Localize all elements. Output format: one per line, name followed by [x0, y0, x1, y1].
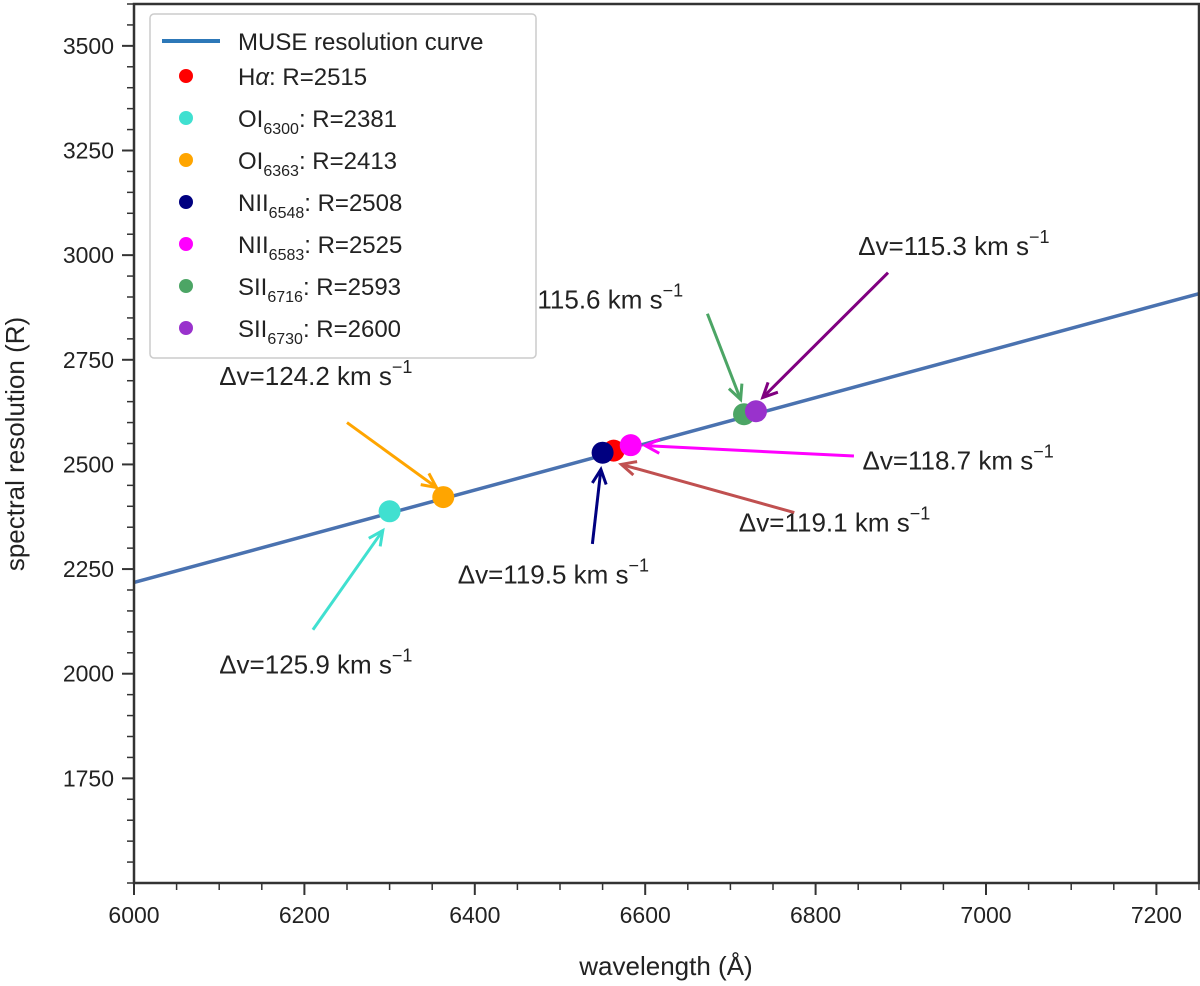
annotation-arrow-0 — [346, 421, 438, 489]
major-ticks — [122, 44, 1158, 895]
annotation-arrowhead-2 — [591, 466, 608, 486]
annotation-label-3: Δv=119.1 km s−1 — [739, 503, 930, 537]
x-tick-label: 7200 — [1131, 902, 1182, 928]
data-point-nii6548 — [591, 441, 614, 464]
annotation-arrow-2 — [590, 469, 603, 545]
legend-marker — [179, 195, 193, 209]
y-tick-label: 2250 — [63, 556, 114, 582]
annotation-arrowhead-6 — [760, 381, 779, 400]
annotation-arrow-3 — [620, 462, 795, 515]
annotation-arrowhead-1 — [368, 527, 385, 547]
x-tick-label: 7000 — [960, 902, 1011, 928]
legend-entry-label: SII6730: R=2600 — [238, 316, 401, 348]
data-point-sii6730 — [744, 400, 767, 423]
annotation-arrows — [311, 271, 890, 631]
y-axis-label: spectral resolution (R) — [0, 317, 30, 571]
legend-marker — [179, 111, 193, 125]
legend-box — [149, 13, 537, 359]
annotation-label-2: Δv=119.5 km s−1 — [458, 556, 649, 590]
data-point-oi6363 — [432, 486, 455, 509]
legend-marker — [179, 321, 193, 335]
legend-marker — [179, 153, 193, 167]
y-tick-labels: 1750 2000 2250 2500 2750 3000 3250 3500 — [63, 33, 114, 791]
x-tick-label: 6400 — [449, 902, 500, 928]
annotation-arrowhead-4 — [641, 437, 661, 455]
annotation-arrow-1 — [311, 529, 385, 631]
data-points — [378, 400, 767, 523]
x-tick-label: 6000 — [108, 902, 159, 928]
data-point-oi6300 — [378, 500, 401, 523]
y-tick-label: 2000 — [63, 661, 114, 687]
annotation-arrow-6 — [761, 271, 890, 399]
legend-entry-label: NII6548: R=2508 — [238, 190, 402, 222]
annotation-arrow-4 — [645, 444, 855, 458]
x-tick-label: 6800 — [790, 902, 841, 928]
y-tick-label: 3250 — [63, 138, 114, 164]
legend-marker — [179, 69, 193, 83]
annotation-arrowhead-5 — [727, 383, 744, 403]
annotation-label-0: Δv=124.2 km s−1 — [219, 357, 412, 391]
legend-entry-label: NII6583: R=2525 — [238, 232, 402, 264]
x-tick-label: 6200 — [279, 902, 330, 928]
annotation-arrowhead-3 — [618, 460, 638, 477]
x-axis-label: wavelength (Å) — [578, 951, 752, 981]
y-tick-label: 2750 — [63, 347, 114, 373]
muse-resolution-curve — [134, 291, 1199, 585]
plot-frame — [132, 2, 1200, 885]
annotation-labels: Δv=124.2 km s−1 Δv=125.9 km s−1 Δv=119.5 k… — [219, 227, 1054, 680]
annotation-arrowhead-0 — [420, 472, 440, 490]
legend-entry-label: Hα: R=2515 — [238, 64, 367, 91]
y-tick-label: 2500 — [63, 451, 114, 477]
annotation-label-6: Δv=115.3 km s−1 — [858, 227, 1049, 261]
annotation-label-1: Δv=125.9 km s−1 — [219, 646, 412, 680]
y-tick-label: 3500 — [63, 33, 114, 59]
legend-marker — [179, 237, 193, 251]
legend-marker — [179, 279, 193, 293]
annotation-label-4: Δv=118.7 km s−1 — [862, 441, 1053, 475]
legend-entry-label: SII6716: R=2593 — [238, 274, 401, 306]
legend-curve-label: MUSE resolution curve — [238, 29, 483, 56]
x-tick-label: 6600 — [620, 902, 671, 928]
data-point-nii6583 — [619, 434, 642, 457]
legend: MUSE resolution curve Hα: R=2515OI6300: … — [149, 13, 537, 359]
x-tick-labels: 6000 6200 6400 6600 6800 7000 7200 — [108, 902, 1182, 928]
y-tick-label: 3000 — [63, 242, 114, 268]
y-tick-label: 1750 — [63, 765, 114, 791]
annotation-arrow-5 — [705, 313, 743, 401]
